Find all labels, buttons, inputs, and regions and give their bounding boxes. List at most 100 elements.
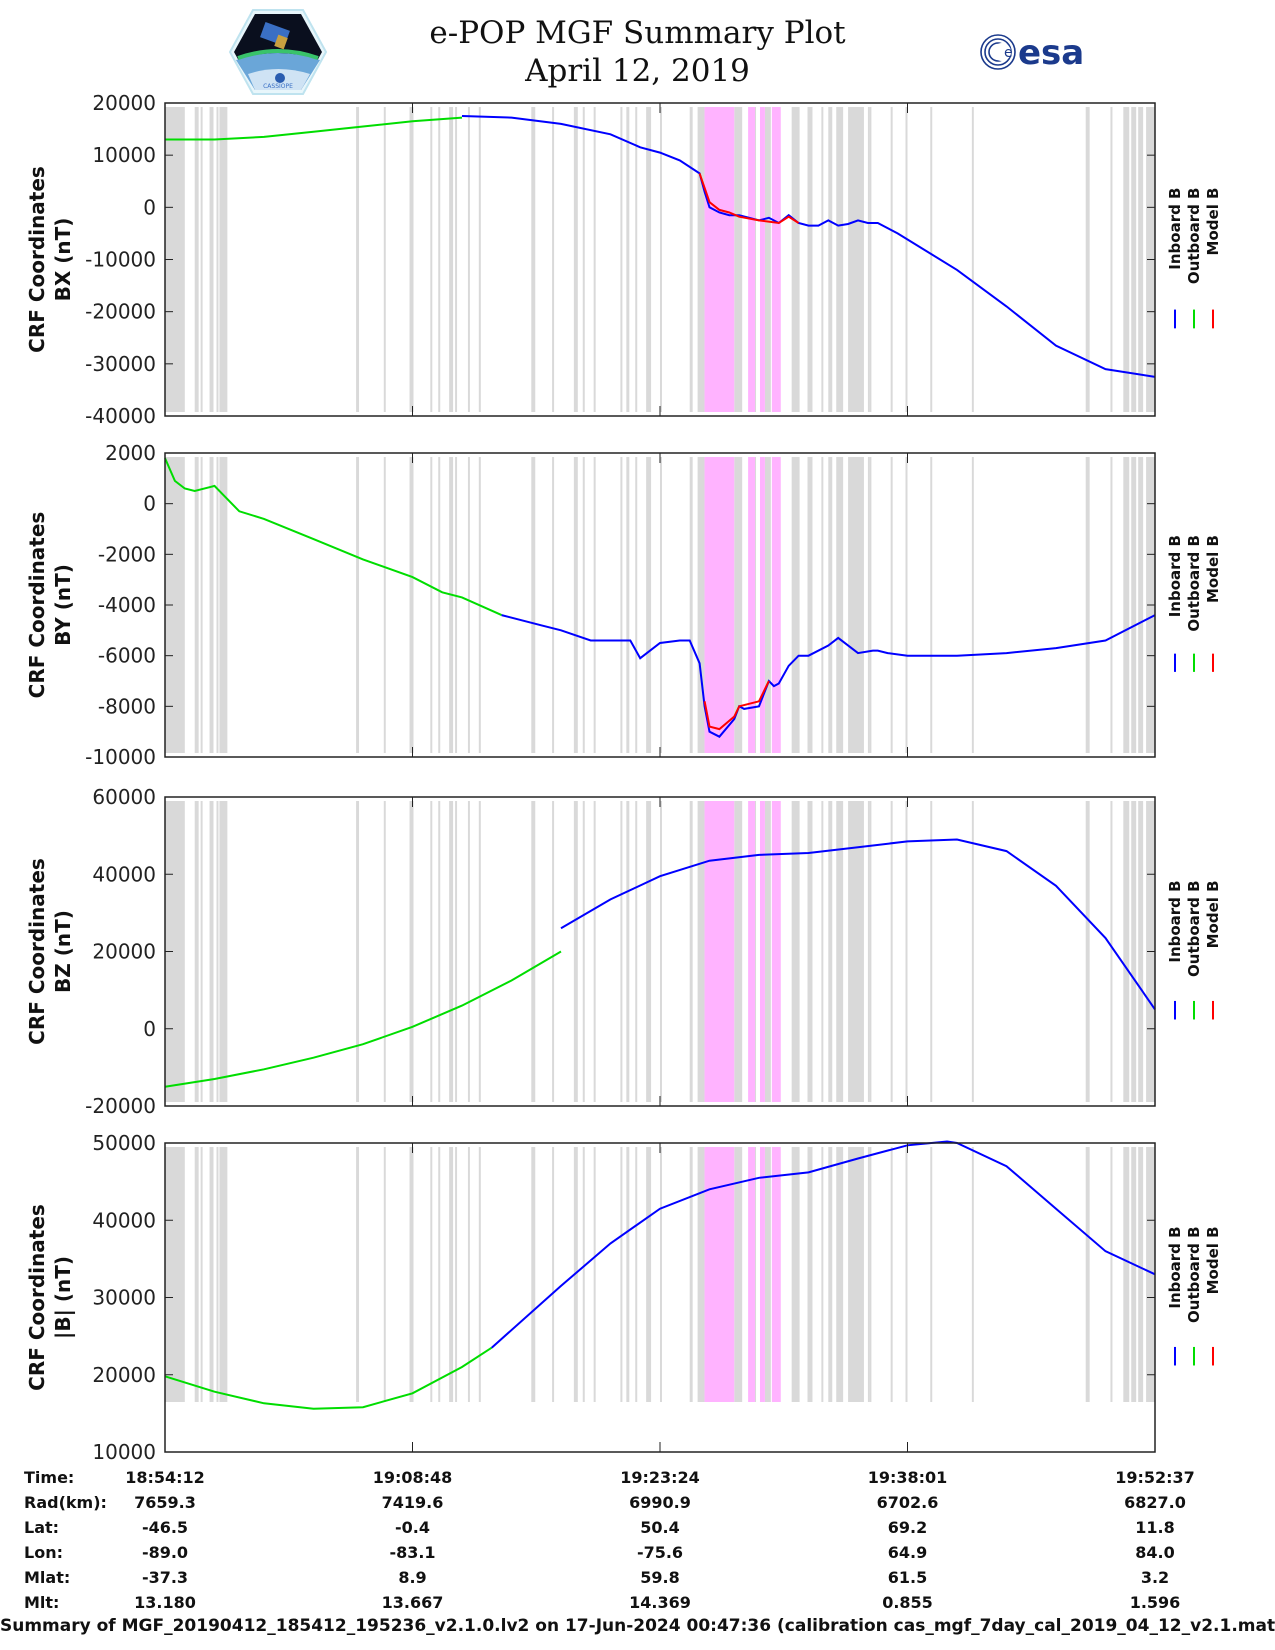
data-gap-band <box>194 107 199 412</box>
table-cell-mlat: 3.2 <box>1140 1568 1170 1587</box>
data-gap-band <box>807 107 813 412</box>
table-cell-mlt: 13.180 <box>134 1593 196 1612</box>
data-gap-band <box>478 801 481 1102</box>
table-row-label: Mlat: <box>24 1568 71 1587</box>
table-cell-rad: 7419.6 <box>381 1493 444 1512</box>
data-gap-band <box>626 1147 630 1402</box>
data-gap-band <box>1085 801 1090 1102</box>
data-gap-band <box>593 107 596 412</box>
data-gap-band <box>635 801 638 1102</box>
legend-label: Outboard B <box>1185 1226 1203 1323</box>
legend-label: Inboard B <box>1166 1226 1184 1308</box>
data-gap-band <box>438 801 441 1102</box>
data-gap-band <box>383 457 386 753</box>
data-gap-band <box>734 1147 743 1402</box>
data-gap-band <box>848 1147 864 1402</box>
flagged-interval-band <box>748 1147 756 1402</box>
table-cell-rad: 6702.6 <box>876 1493 939 1512</box>
data-gap-band <box>552 801 555 1102</box>
data-gap-band <box>905 457 908 753</box>
data-gap-band <box>1138 457 1144 753</box>
data-gap-band <box>430 1147 433 1402</box>
flagged-interval-band <box>771 457 781 753</box>
data-gap-band <box>467 1147 470 1402</box>
y-tick-label: -30000 <box>85 352 156 376</box>
esa-logo: e esa <box>980 33 1084 73</box>
table-cell-lat: 11.8 <box>1135 1518 1175 1537</box>
data-gap-band <box>807 801 813 1102</box>
y-tick-label: 40000 <box>92 862 156 886</box>
table-cell-mlt: 1.596 <box>1129 1593 1181 1612</box>
data-gap-band <box>383 107 386 412</box>
data-gap-band <box>1131 107 1137 412</box>
data-gap-band <box>383 1147 386 1402</box>
data-gap-band <box>821 801 824 1102</box>
flagged-interval-band <box>704 107 735 412</box>
table-cell-rad: 6990.9 <box>629 1493 691 1512</box>
data-gap-band <box>828 107 833 412</box>
data-gap-band <box>626 457 630 753</box>
data-gap-band <box>438 1147 441 1402</box>
data-gap-band <box>828 801 833 1102</box>
table-row-label: Lon: <box>24 1543 63 1562</box>
data-gap-band <box>689 107 693 412</box>
data-gap-band <box>620 801 623 1102</box>
table-row-label: Time: <box>24 1468 75 1487</box>
legend-label: Outboard B <box>1185 535 1203 632</box>
data-gap-band <box>1085 457 1090 753</box>
data-gap-band <box>869 457 872 753</box>
data-gap-band <box>1123 457 1130 753</box>
data-gap-band <box>455 801 458 1102</box>
data-gap-band <box>697 801 705 1102</box>
data-gap-band <box>455 457 458 753</box>
data-gap-band <box>165 801 185 1102</box>
table-row-label: Mlt: <box>24 1593 60 1612</box>
data-gap-band <box>660 457 662 753</box>
y-tick-label: 10000 <box>92 1440 156 1464</box>
legend: Inboard B Outboard B Model B <box>1166 1226 1222 1366</box>
table-cell-lon: -83.1 <box>389 1543 436 1562</box>
flagged-interval-band <box>759 1147 765 1402</box>
table-cell-mlat: 59.8 <box>640 1568 680 1587</box>
data-gap-band <box>821 107 824 412</box>
data-gap-band <box>660 801 662 1102</box>
y-tick-label: 50000 <box>92 1131 156 1155</box>
flagged-interval-band <box>759 457 765 753</box>
data-gap-band <box>216 1147 219 1402</box>
data-gap-band <box>209 801 214 1102</box>
data-gap-band <box>219 1147 228 1402</box>
data-gap-band <box>1131 801 1137 1102</box>
data-gap-band <box>356 801 360 1102</box>
data-gap-band <box>194 1147 199 1402</box>
series-outboard-b <box>164 950 562 1088</box>
series-inboard-b <box>560 838 1156 1010</box>
flagged-interval-band <box>771 107 781 412</box>
data-gap-band <box>867 801 870 1102</box>
data-gap-band <box>620 457 623 753</box>
legend-label: Inboard B <box>1166 880 1184 962</box>
data-gap-band <box>430 801 433 1102</box>
data-gap-band <box>449 801 454 1102</box>
data-gap-band <box>531 801 536 1102</box>
data-gap-band <box>660 1147 662 1402</box>
data-gap-band <box>971 1147 974 1402</box>
data-gap-band <box>620 107 623 412</box>
y-axis-label: CRF Coordinates <box>25 166 49 353</box>
data-gap-band <box>216 801 219 1102</box>
legend: Inboard B Outboard B Model B <box>1166 188 1222 329</box>
y-tick-label: 20000 <box>92 1363 156 1387</box>
data-gap-band <box>971 107 974 412</box>
table-cell-time: 19:08:48 <box>372 1468 453 1487</box>
data-gap-band <box>626 107 630 412</box>
data-gap-band <box>821 457 824 753</box>
table-cell-time: 19:38:01 <box>867 1468 948 1487</box>
legend-label: Model B <box>1204 535 1222 603</box>
data-gap-band <box>438 107 441 412</box>
data-gap-band <box>383 801 386 1102</box>
data-gap-band <box>646 801 652 1102</box>
table-cell-mlat: -37.3 <box>141 1568 189 1587</box>
y-tick-label: 20000 <box>92 91 156 115</box>
data-gap-band <box>219 107 228 412</box>
data-gap-band <box>165 107 185 412</box>
data-gap-band <box>1085 107 1090 412</box>
